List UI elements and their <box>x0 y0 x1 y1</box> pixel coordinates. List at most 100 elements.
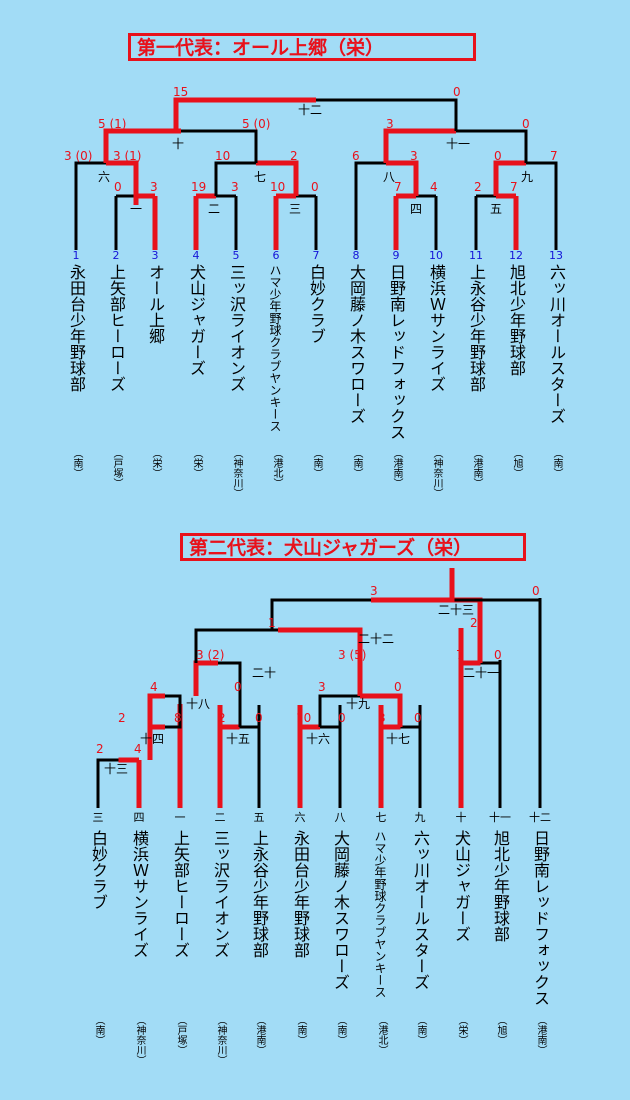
bracket-line <box>371 598 542 808</box>
round-label: 十二 <box>298 103 323 117</box>
bracket-line <box>278 627 363 696</box>
score-label: 0 <box>414 711 422 725</box>
score-label: 0 <box>311 180 319 194</box>
team-number: 1 <box>72 249 80 262</box>
team-region: （南） <box>295 1015 306 1045</box>
score-label: 4 <box>430 180 438 194</box>
round-label: 七 <box>254 170 267 184</box>
round-label: 十四 <box>140 732 165 746</box>
team-number: 十一 <box>489 811 511 824</box>
score-label: 4 <box>134 742 142 756</box>
round-label: 十八 <box>186 697 211 711</box>
team-name: 三ッ沢ライオンズ <box>211 830 230 958</box>
team-name: 白妙クラブ <box>307 264 326 344</box>
score-label: 0 <box>453 85 461 99</box>
bracket-line <box>103 128 181 163</box>
score-label: 7 <box>394 180 402 194</box>
team-name: 上永谷少年野球部 <box>250 830 269 958</box>
section1-title: 第一代表：オール上郷（栄） <box>128 33 476 61</box>
team-number: 7 <box>312 249 320 262</box>
round-label: 十五 <box>226 732 251 746</box>
score-label: 2 <box>290 149 298 163</box>
score-label: 3 <box>231 180 239 194</box>
round-label: 十七 <box>386 732 411 746</box>
team-name: 日野南レッドフォックス <box>387 264 406 440</box>
score-label: 0 <box>338 711 346 725</box>
team-region: （港北） <box>376 1015 387 1055</box>
bracket-line <box>214 161 256 196</box>
score-label: 2 <box>118 711 126 725</box>
bracket-line <box>106 160 139 196</box>
score-label: 3 <box>386 117 394 131</box>
team-number: 11 <box>469 249 483 262</box>
round-label: 二十 <box>252 666 277 680</box>
bracket-line <box>360 693 403 727</box>
score-label: 0 <box>522 117 530 131</box>
team-number: 3 <box>151 249 159 262</box>
team-region: （神奈川） <box>431 448 442 498</box>
score-label: 7 <box>456 648 464 662</box>
bracket-line <box>354 161 386 250</box>
team-name: 旭北少年野球部 <box>491 830 510 942</box>
team-region: （港南） <box>535 1015 546 1055</box>
round-label: 五 <box>490 202 503 216</box>
score-label: 0 <box>114 180 122 194</box>
score-label: 0 <box>255 711 263 725</box>
round-label: 四 <box>410 202 423 216</box>
team-number: 13 <box>549 249 563 262</box>
team-region: （栄） <box>456 1015 467 1045</box>
score-label: 3 <box>370 584 378 598</box>
bracket-line <box>218 661 242 727</box>
score-label: 7 <box>550 149 558 163</box>
bracket-line <box>318 694 360 727</box>
team-name: 上永谷少年野球部 <box>467 264 486 392</box>
round-label: 三 <box>289 202 302 216</box>
team-name: 日野南レッドフォックス <box>531 830 550 1006</box>
score-label: 10 <box>296 711 312 725</box>
team-region: （港南） <box>471 448 482 488</box>
team-region: （港北） <box>271 448 282 488</box>
score-label: 3 <box>150 180 158 194</box>
team-region: （戸塚） <box>175 1015 186 1055</box>
team-number: 6 <box>272 249 280 262</box>
team-name: 横浜Ｗサンライズ <box>427 264 446 392</box>
team-name: 六ッ川オールスターズ <box>547 264 566 424</box>
score-label: 2 <box>474 180 482 194</box>
team-number: 九 <box>414 811 426 824</box>
team-number: 8 <box>352 249 360 262</box>
score-label: 1 <box>268 616 276 630</box>
team-name: 犬山ジャガーズ <box>187 264 206 376</box>
team-name: 旭北少年野球部 <box>507 264 526 376</box>
team-region: （南） <box>415 1015 426 1045</box>
bracket-line <box>270 598 376 630</box>
team-name: 大岡藤ノ木スワローズ <box>347 264 366 424</box>
bracket-line <box>316 98 458 131</box>
team-region: （栄） <box>191 448 202 478</box>
team-name: 永田台少年野球部 <box>291 830 310 958</box>
team-region: （南） <box>335 1015 346 1045</box>
bracket-line <box>165 694 182 727</box>
team-number: 十 <box>455 811 467 824</box>
team-number: 三 <box>92 811 104 824</box>
score-label: 3 (0) <box>64 149 93 163</box>
score-label: 0 <box>532 584 540 598</box>
score-label: 5 (1) <box>98 117 127 131</box>
team-region: （南） <box>71 448 82 478</box>
bracket-line <box>173 97 316 131</box>
team-region: （南） <box>311 448 322 478</box>
bracket-line <box>383 128 456 163</box>
round-label: 十一 <box>446 137 471 151</box>
round-label: 六 <box>98 170 111 184</box>
round-label: 十九 <box>346 697 371 711</box>
bracket-line <box>193 660 218 696</box>
team-name: オール上郷 <box>146 264 165 344</box>
score-label: 10 <box>270 180 286 194</box>
team-number: 七 <box>375 811 387 824</box>
score-label: 8 <box>174 711 182 725</box>
bracket-line <box>493 160 526 196</box>
team-number: 9 <box>392 249 400 262</box>
team-number: 八 <box>334 811 346 824</box>
score-label: 7 <box>510 180 518 194</box>
team-region: （南） <box>351 448 362 478</box>
